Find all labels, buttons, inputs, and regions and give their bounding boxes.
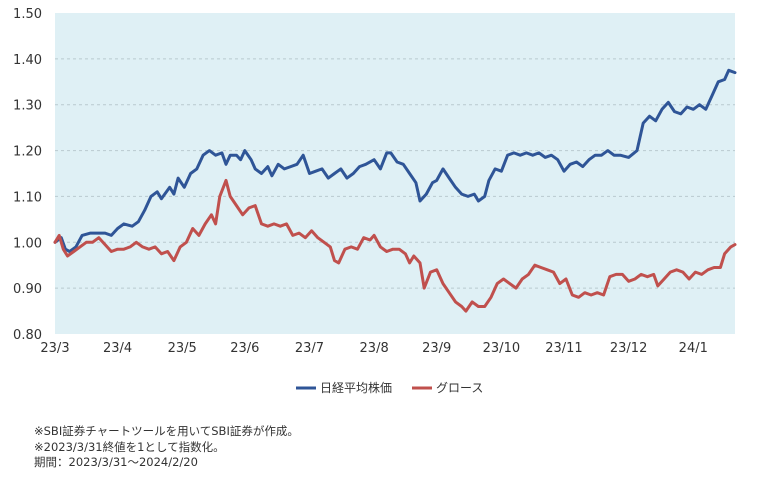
x-tick-label: 24/1 [679, 341, 708, 356]
series-line-2 [53, 178, 737, 313]
footnote-period: 期間：2023/3/31～2024/2/20 [34, 455, 198, 469]
x-tick-label: 23/5 [168, 341, 197, 356]
x-tick-label: 23/10 [483, 341, 520, 356]
x-tick-label: 23/3 [40, 341, 69, 356]
y-tick-label: 1.30 [13, 99, 42, 114]
y-tick-label: 1.00 [13, 236, 42, 251]
footnote-index-base: ※2023/3/31終値を1として指数化。 [34, 439, 225, 454]
y-tick-label: 1.40 [13, 53, 42, 68]
y-tick-label: 1.50 [13, 7, 42, 22]
y-tick-label: 1.10 [13, 190, 42, 205]
x-tick-label: 23/11 [545, 341, 582, 356]
y-axis-ticks: 0.80 0.90 1.00 1.10 1.20 1.30 1.40 1.50 [13, 7, 42, 343]
series-lines [53, 68, 737, 313]
y-tick-label: 1.20 [13, 145, 42, 160]
series-line-1 [53, 68, 737, 253]
footnote-source: ※SBI証券チャートツールを用いてSBI証券が作成。 [34, 424, 299, 438]
plot-background [55, 13, 735, 334]
x-tick-label: 23/6 [230, 341, 259, 356]
x-axis-ticks: 23/3 23/4 23/5 23/6 23/7 23/8 23/9 23/10 23/11 23… [40, 341, 707, 356]
legend: 日経平均株価 グロース [296, 380, 483, 395]
x-tick-label: 23/7 [295, 341, 324, 356]
grid-lines [55, 58, 735, 289]
footnotes: ※SBI証券チャートツールを用いてSBI証券が作成。 ※2023/3/31終値を… [34, 424, 299, 471]
x-tick-label: 23/8 [360, 341, 389, 356]
x-tick-label: 23/4 [103, 341, 132, 356]
line-chart: 0.800.901.001.101.201.301.401.50 23/3 23/… [13, 7, 737, 395]
legend-label: グロース [436, 381, 483, 395]
y-tick-label: 0.80 [13, 328, 42, 343]
y-tick-label: 0.90 [13, 282, 42, 297]
x-tick-label: 23/12 [610, 341, 647, 356]
x-tick-label: 23/9 [422, 341, 451, 356]
legend-label: 日経平均株価 [320, 380, 392, 395]
